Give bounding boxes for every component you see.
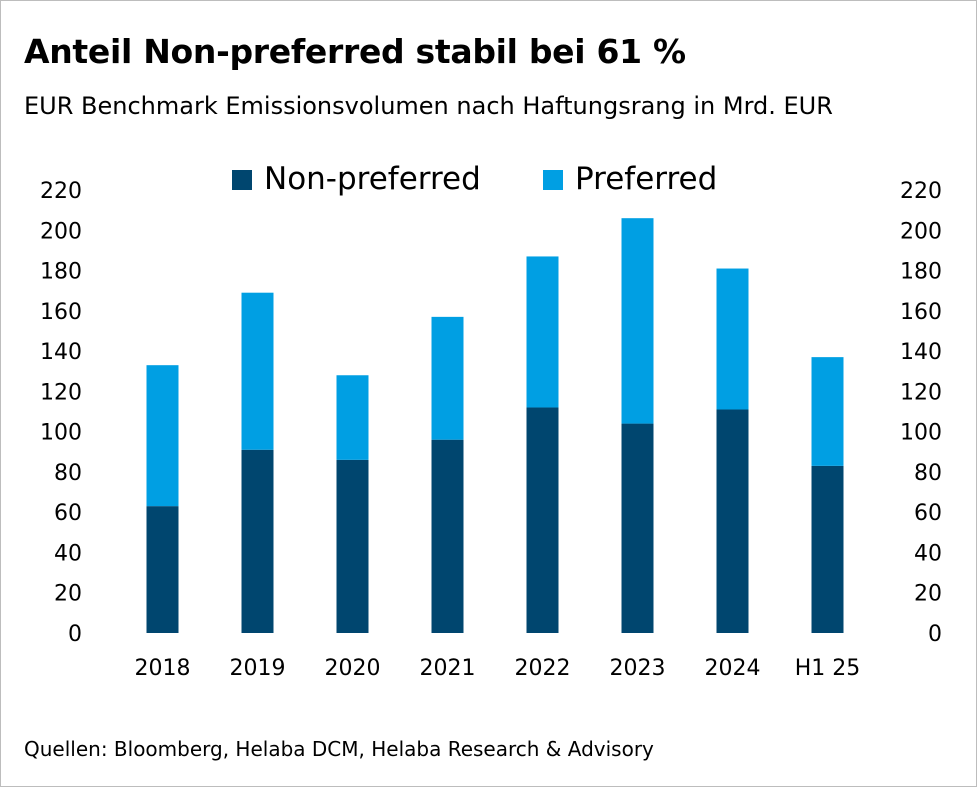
y-tick-label-right: 100 (900, 421, 942, 446)
bar-non-preferred-2022 (526, 407, 559, 633)
y-tick-label-right: 200 (900, 219, 942, 244)
y-tick-label-right: 60 (914, 501, 942, 526)
bar-non-preferred-2023 (621, 423, 654, 633)
source-note: Quellen: Bloomberg, Helaba DCM, Helaba R… (24, 737, 654, 761)
x-tick-label: 2019 (230, 656, 286, 681)
bar-preferred-2019 (241, 292, 274, 450)
bar-preferred-2023 (621, 218, 654, 424)
chart-subtitle: EUR Benchmark Emissionsvolumen nach Haft… (24, 92, 833, 120)
legend-swatch-non-preferred (232, 170, 252, 190)
bar-preferred-h1-25 (811, 357, 844, 466)
bar-non-preferred-2021 (431, 439, 464, 633)
legend-label-preferred: Preferred (575, 161, 717, 197)
y-tick-label-left: 40 (54, 541, 82, 566)
y-tick-label-right: 0 (928, 622, 942, 647)
x-tick-label: 2018 (135, 656, 191, 681)
x-tick-label: 2020 (325, 656, 381, 681)
y-tick-label-right: 140 (900, 340, 942, 365)
chart-title: Anteil Non-preferred stabil bei 61 % (24, 32, 686, 71)
x-tick-label: 2021 (420, 656, 476, 681)
y-tick-label-left: 60 (54, 501, 82, 526)
bar-non-preferred-2018 (146, 506, 179, 633)
legend-swatch-preferred (543, 170, 563, 190)
y-tick-label-left: 0 (68, 622, 82, 647)
bar-preferred-2021 (431, 316, 464, 440)
bar-preferred-2024 (716, 268, 749, 410)
y-tick-label-right: 80 (914, 461, 942, 486)
bar-non-preferred-2019 (241, 449, 274, 633)
y-tick-label-left: 200 (40, 219, 82, 244)
y-tick-label-right: 20 (914, 582, 942, 607)
bar-non-preferred-h1-25 (811, 465, 844, 633)
y-tick-label-right: 180 (900, 260, 942, 285)
y-tick-label-left: 180 (40, 260, 82, 285)
legend-label-non-preferred: Non-preferred (264, 161, 481, 197)
y-tick-label-left: 140 (40, 340, 82, 365)
bar-non-preferred-2020 (336, 459, 369, 633)
x-tick-label: 2024 (705, 656, 761, 681)
y-tick-label-left: 20 (54, 582, 82, 607)
bar-non-preferred-2024 (716, 409, 749, 633)
bar-preferred-2020 (336, 375, 369, 460)
bar-preferred-2022 (526, 256, 559, 408)
y-tick-label-right: 160 (900, 300, 942, 325)
y-tick-label-left: 220 (40, 179, 82, 204)
bar-preferred-2018 (146, 365, 179, 507)
y-tick-label-left: 100 (40, 421, 82, 446)
y-tick-label-left: 160 (40, 300, 82, 325)
y-tick-label-right: 220 (900, 179, 942, 204)
x-tick-label: H1 25 (795, 656, 861, 681)
y-tick-label-left: 120 (40, 380, 82, 405)
y-tick-label-left: 80 (54, 461, 82, 486)
x-tick-label: 2022 (515, 656, 571, 681)
y-tick-label-right: 120 (900, 380, 942, 405)
x-tick-label: 2023 (610, 656, 666, 681)
y-tick-label-right: 40 (914, 541, 942, 566)
